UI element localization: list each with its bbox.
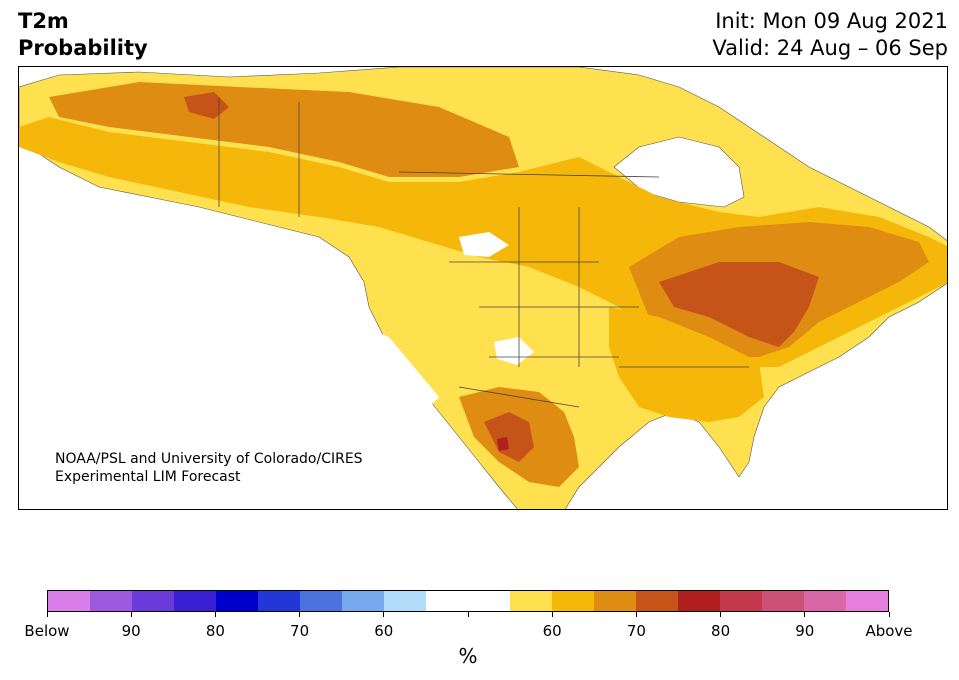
- colorbar-segment: [846, 591, 888, 611]
- colorbar-segment: [426, 591, 468, 611]
- colorbar-tick-mark: [46, 612, 48, 617]
- colorbar-segment: [342, 591, 384, 611]
- near-normal-pacific-coast: [364, 327, 439, 407]
- date-block: Init: Mon 09 Aug 2021 Valid: 24 Aug – 06…: [712, 8, 948, 62]
- credit-block: NOAA/PSL and University of Colorado/CIRE…: [55, 450, 363, 486]
- colorbar-tick-mark: [467, 612, 469, 617]
- colorbar-tick-mark: [299, 612, 301, 617]
- colorbar-tick-mark: [635, 612, 637, 617]
- credit-line-2: Experimental LIM Forecast: [55, 469, 241, 485]
- colorbar-segment: [678, 591, 720, 611]
- zone-60-70-southeast: [609, 307, 764, 422]
- colorbar-segment: [384, 591, 426, 611]
- colorbar-tick-mark: [720, 612, 722, 617]
- colorbar-segment: [468, 591, 510, 611]
- init-date: Init: Mon 09 Aug 2021: [715, 9, 948, 33]
- colorbar-tick-mark: [383, 612, 385, 617]
- colorbar-tick-mark: [804, 612, 806, 617]
- zone-80-90-mexico: [484, 412, 534, 462]
- colorbar-tick-label: 60: [374, 622, 394, 640]
- colorbar-tick-label: Below: [24, 622, 70, 640]
- colorbar-segment: [552, 591, 594, 611]
- colorbar-segment: [510, 591, 552, 611]
- colorbar-tick-mark: [888, 612, 890, 617]
- colorbar-segment: [174, 591, 216, 611]
- colorbar-segment: [132, 591, 174, 611]
- hudson-bay: [613, 136, 745, 208]
- colorbar-tick-label: 90: [795, 622, 815, 640]
- colorbar: [47, 590, 889, 612]
- zone-90-100-mexico: [497, 437, 509, 451]
- zone-80-90-northwest: [184, 92, 229, 119]
- colorbar-tick-mark: [214, 612, 216, 617]
- colorbar-tick-label: 80: [205, 622, 225, 640]
- colorbar-tick-label: 60: [542, 622, 562, 640]
- product-title: Probability: [18, 36, 148, 60]
- colorbar-segment: [636, 591, 678, 611]
- colorbar-tick-label: 70: [290, 622, 310, 640]
- credit-line-1: NOAA/PSL and University of Colorado/CIRE…: [55, 451, 363, 467]
- colorbar-segment: [90, 591, 132, 611]
- map-canvas: [19, 67, 947, 509]
- colorbar-tick-label: Above: [865, 622, 913, 640]
- colorbar-segment: [762, 591, 804, 611]
- colorbar-unit: %: [458, 644, 478, 668]
- colorbar-tick-mark: [130, 612, 132, 617]
- probability-map: [18, 66, 948, 510]
- colorbar-tick-label: 70: [626, 622, 646, 640]
- colorbar-segment: [258, 591, 300, 611]
- political-borders: [218, 97, 749, 408]
- zone-80-90-northeast: [659, 262, 819, 347]
- title-block: T2m Probability: [18, 8, 148, 62]
- valid-period: Valid: 24 Aug – 06 Sep: [712, 36, 948, 60]
- colorbar-segment: [720, 591, 762, 611]
- colorbar-tick-mark: [551, 612, 553, 617]
- colorbar-tick-label: 80: [711, 622, 731, 640]
- colorbar-tick-label: 90: [121, 622, 141, 640]
- near-normal-montana: [459, 232, 509, 257]
- zone-70-80-northwest: [49, 82, 519, 177]
- colorbar-segment: [594, 591, 636, 611]
- colorbar-segment: [300, 591, 342, 611]
- colorbar-segment: [804, 591, 846, 611]
- near-normal-colorado: [494, 337, 534, 365]
- colorbar-segment: [48, 591, 90, 611]
- arctic-waters: [679, 67, 947, 196]
- variable-title: T2m: [18, 9, 69, 33]
- colorbar-segment: [216, 591, 258, 611]
